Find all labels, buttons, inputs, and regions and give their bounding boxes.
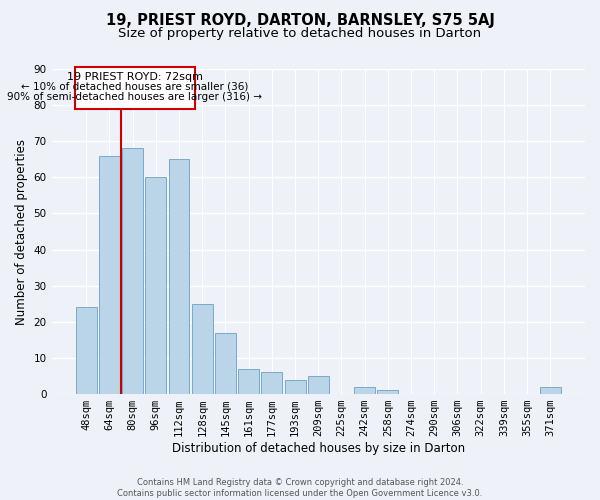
Bar [540, 387, 561, 394]
Bar [192, 304, 212, 394]
Text: ← 10% of detached houses are smaller (36): ← 10% of detached houses are smaller (36… [21, 82, 248, 92]
Text: 19, PRIEST ROYD, DARTON, BARNSLEY, S75 5AJ: 19, PRIEST ROYD, DARTON, BARNSLEY, S75 5… [106, 12, 494, 28]
Bar [308, 376, 329, 394]
Bar [354, 387, 375, 394]
Text: 19 PRIEST ROYD: 72sqm: 19 PRIEST ROYD: 72sqm [67, 72, 203, 82]
Bar [74, 67, 195, 108]
Bar [99, 156, 120, 394]
Y-axis label: Number of detached properties: Number of detached properties [15, 138, 28, 324]
Bar [238, 369, 259, 394]
Text: 90% of semi-detached houses are larger (316) →: 90% of semi-detached houses are larger (… [7, 92, 262, 102]
Bar [169, 160, 190, 394]
Bar [122, 148, 143, 394]
Bar [262, 372, 283, 394]
Bar [284, 380, 305, 394]
Bar [76, 308, 97, 394]
Text: Size of property relative to detached houses in Darton: Size of property relative to detached ho… [118, 28, 482, 40]
Bar [215, 332, 236, 394]
Text: Contains HM Land Registry data © Crown copyright and database right 2024.
Contai: Contains HM Land Registry data © Crown c… [118, 478, 482, 498]
Bar [145, 178, 166, 394]
Bar [377, 390, 398, 394]
X-axis label: Distribution of detached houses by size in Darton: Distribution of detached houses by size … [172, 442, 465, 455]
